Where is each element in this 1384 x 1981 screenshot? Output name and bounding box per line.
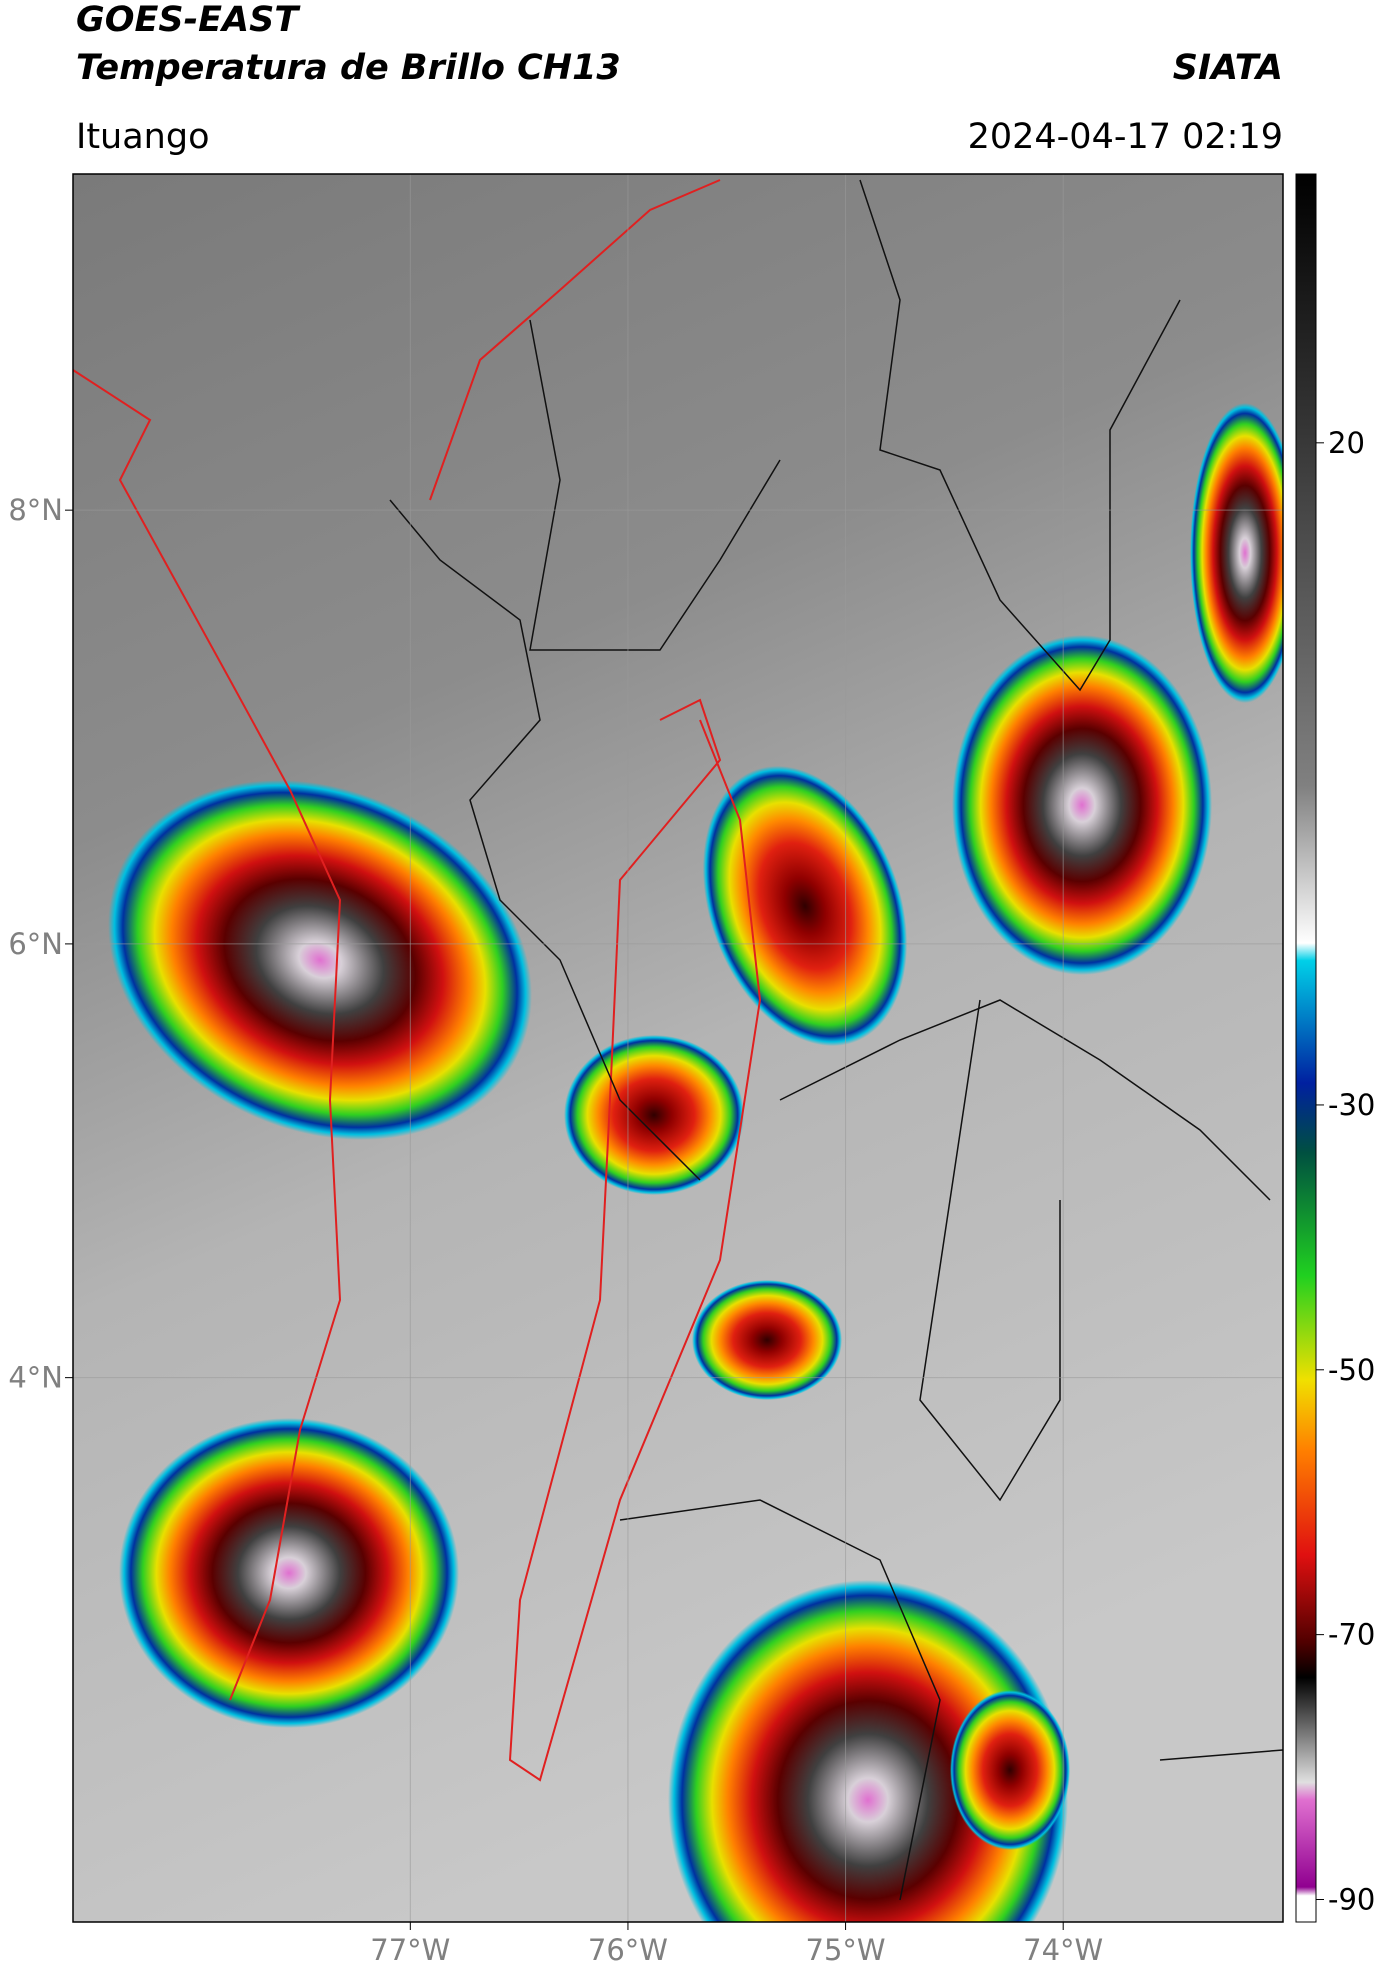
x-tick-label: 75°W: [806, 1933, 886, 1967]
colorbar-tick-label: -70: [1328, 1618, 1375, 1652]
colorbar: [1295, 173, 1317, 1923]
agency: SIATA: [1173, 48, 1283, 88]
x-tick-label: 74°W: [1023, 1933, 1103, 1967]
title: GOES-EAST: [76, 0, 301, 40]
subtitle: Temperatura de Brillo CH13: [76, 48, 621, 88]
y-tick-label: 4°N: [8, 1361, 63, 1395]
colorbar-tick-label: 20: [1328, 426, 1365, 460]
datetime: 2024-04-17 02:19: [968, 117, 1283, 157]
map-axes: 77°W 76°W 75°W 74°W 8°N 6°N 4°N 20 -30 -50 -70 -90: [8, 174, 1375, 1967]
colorbar-tick-label: -90: [1328, 1882, 1375, 1916]
colorbar-tick-label: -30: [1328, 1088, 1375, 1122]
map-frame: [72, 173, 1284, 1923]
region: Ituango: [76, 117, 210, 157]
map-image: [73, 174, 1283, 1922]
x-tick-label: 76°W: [588, 1933, 668, 1967]
y-tick-label: 6°N: [8, 927, 63, 961]
x-tick-label: 77°W: [370, 1933, 450, 1967]
colorbar-tick-label: -50: [1328, 1353, 1375, 1387]
y-tick-label: 8°N: [8, 493, 63, 527]
